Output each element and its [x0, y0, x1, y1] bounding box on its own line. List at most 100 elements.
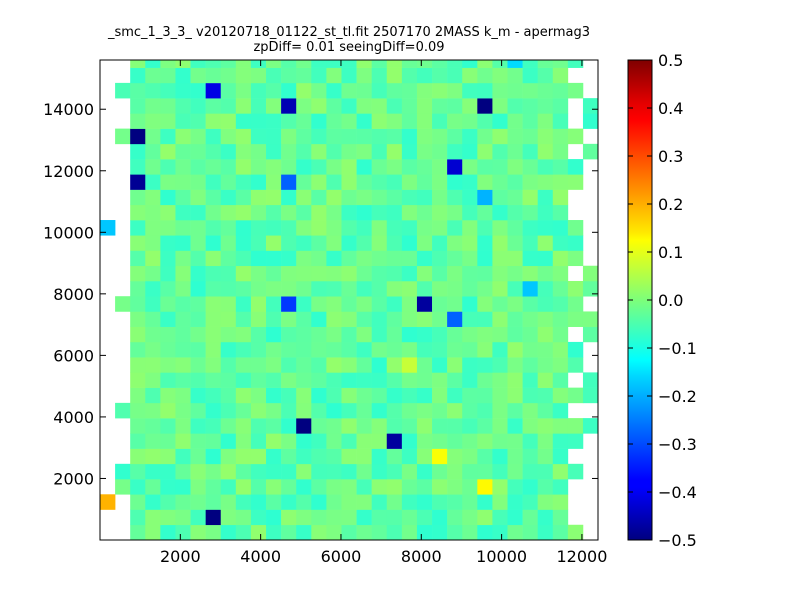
heatmap-cell — [552, 433, 569, 449]
heatmap-cell — [175, 174, 191, 190]
heatmap-cell — [341, 433, 357, 449]
heatmap-cell — [190, 479, 206, 495]
heatmap-cell — [175, 189, 191, 206]
heatmap-cell — [522, 235, 538, 251]
heatmap-cell — [220, 204, 237, 221]
heatmap-cell — [462, 128, 478, 145]
heatmap-cell — [371, 509, 388, 526]
heatmap-cell — [356, 524, 372, 541]
heatmap-cell — [537, 113, 554, 129]
heatmap-cell — [386, 98, 403, 114]
heatmap-cell — [401, 220, 418, 236]
heatmap-cell — [190, 143, 206, 160]
plot-area-frame — [99, 59, 599, 541]
heatmap-cell — [160, 296, 176, 312]
heatmap-cell — [507, 402, 523, 419]
colorbar-tick-label: −0.4 — [658, 483, 697, 502]
heatmap-cell — [507, 159, 523, 175]
heatmap-cell — [205, 280, 222, 297]
heatmap-cell — [371, 174, 388, 190]
heatmap-cell — [477, 326, 493, 343]
heatmap-cell — [266, 372, 282, 388]
heatmap-cell — [281, 174, 297, 190]
heatmap-cell — [190, 174, 206, 190]
heatmap-cell — [130, 326, 146, 343]
heatmap-cell — [281, 387, 297, 404]
heatmap-cell — [386, 204, 403, 221]
heatmap-cell — [311, 82, 327, 99]
heatmap-cell — [190, 357, 206, 373]
heatmap-cell — [447, 280, 463, 297]
heatmap-cell — [477, 250, 493, 267]
heatmap-cell — [175, 296, 191, 312]
heatmap-cell — [507, 235, 523, 251]
heatmap-cell — [266, 204, 282, 221]
heatmap-cell — [492, 418, 508, 434]
heatmap-cell — [281, 341, 297, 358]
heatmap-cell — [130, 113, 146, 129]
heatmap-cell — [447, 524, 463, 541]
heatmap-cell — [386, 128, 403, 145]
heatmap-cell — [371, 159, 388, 175]
heatmap-cell — [507, 524, 523, 541]
heatmap-cell — [205, 448, 222, 465]
heatmap-cell — [582, 372, 599, 388]
heatmap-cell — [250, 250, 267, 267]
heatmap-cell — [522, 159, 538, 175]
heatmap-cell — [296, 280, 312, 297]
heatmap-cell — [311, 341, 327, 358]
heatmap-cell — [356, 311, 372, 327]
heatmap-cell — [492, 220, 508, 236]
heatmap-cell — [326, 250, 342, 267]
heatmap-cell — [205, 357, 222, 373]
heatmap-cell — [567, 82, 584, 99]
heatmap-cell — [311, 433, 327, 449]
heatmap-cell — [356, 220, 372, 236]
heatmap-cell — [281, 159, 297, 175]
heatmap-cell — [235, 463, 252, 480]
heatmap-cell — [266, 387, 282, 404]
heatmap-cell — [537, 448, 554, 465]
heatmap-cell — [416, 220, 433, 236]
heatmap-cell — [160, 387, 176, 404]
heatmap-cell — [507, 113, 523, 129]
heatmap-cell — [175, 357, 191, 373]
heatmap-cell — [160, 524, 176, 541]
heatmap-cell — [477, 159, 493, 175]
heatmap-cell — [552, 296, 569, 312]
heatmap-cell — [326, 128, 342, 145]
heatmap-cell — [326, 448, 342, 465]
heatmap-cell — [326, 174, 342, 190]
heatmap-cell — [432, 418, 448, 434]
heatmap-cell — [160, 235, 176, 251]
heatmap-cell — [341, 341, 357, 358]
heatmap-cell — [205, 402, 222, 419]
heatmap-cell — [522, 402, 538, 419]
heatmap-cell — [130, 479, 146, 495]
heatmap-cell — [462, 448, 478, 465]
heatmap-cell — [492, 265, 508, 282]
heatmap-cell — [175, 494, 191, 510]
heatmap-cell — [220, 98, 237, 114]
heatmap-cell — [296, 311, 312, 327]
heatmap-cell — [175, 311, 191, 327]
heatmap-cell — [145, 204, 161, 221]
heatmap-cell — [356, 418, 372, 434]
heatmap-cell — [175, 433, 191, 449]
colorbar-tick-label: −0.5 — [658, 531, 697, 550]
chart-title: _smc_1_3_3_ v20120718_01122_st_tl.fit 25… — [100, 25, 598, 55]
y-tick-label: 2000 — [53, 469, 94, 488]
heatmap-cell — [266, 524, 282, 541]
heatmap-cell — [326, 509, 342, 526]
heatmap-cell — [115, 128, 131, 145]
heatmap-cell — [160, 402, 176, 419]
heatmap-cell — [371, 463, 388, 480]
heatmap-cell — [432, 433, 448, 449]
heatmap-cell — [205, 220, 222, 236]
heatmap-cell — [341, 509, 357, 526]
heatmap-cell — [432, 204, 448, 221]
heatmap-cell — [492, 159, 508, 175]
heatmap-cell — [416, 143, 433, 160]
heatmap-cell — [552, 98, 569, 114]
heatmap-cell — [281, 494, 297, 510]
